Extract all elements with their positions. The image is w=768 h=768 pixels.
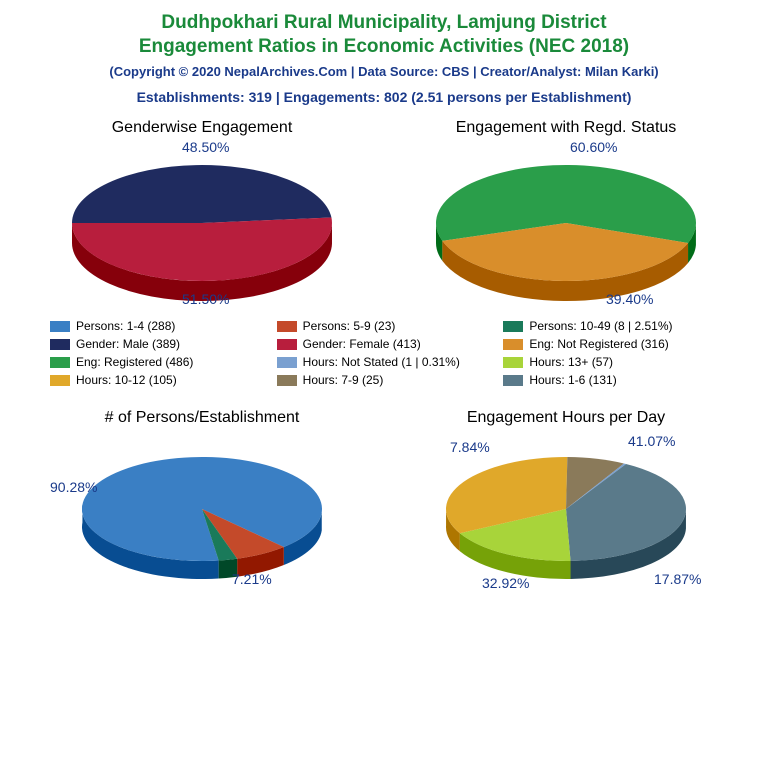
pct-label: 39.40% <box>606 291 653 307</box>
regd-chart-title: Engagement with Regd. Status <box>401 119 731 137</box>
legend-text: Eng: Registered (486) <box>76 355 193 369</box>
pct-label: 17.87% <box>654 571 701 587</box>
subtitle: (Copyright © 2020 NepalArchives.Com | Da… <box>20 64 748 79</box>
legend-swatch <box>277 375 297 386</box>
legend-item: Hours: 1-6 (131) <box>503 373 718 387</box>
pct-label: 90.28% <box>50 479 97 495</box>
gender-pie: 48.50% 51.50% <box>52 141 352 311</box>
legend-text: Hours: 1-6 (131) <box>529 373 616 387</box>
legend: Persons: 1-4 (288) Persons: 5-9 (23) Perso… <box>20 315 748 395</box>
legend-swatch <box>50 357 70 368</box>
legend-swatch <box>277 321 297 332</box>
legend-item: Eng: Registered (486) <box>50 355 265 369</box>
pct-label: 7.21% <box>232 571 272 587</box>
gender-chart-block: Genderwise Engagement 48.50% 51.50% <box>37 119 367 311</box>
legend-text: Hours: Not Stated (1 | 0.31%) <box>303 355 460 369</box>
legend-text: Eng: Not Registered (316) <box>529 337 668 351</box>
legend-item: Persons: 1-4 (288) <box>50 319 265 333</box>
pct-label: 48.50% <box>182 139 229 155</box>
top-row: Genderwise Engagement 48.50% 51.50% Engag… <box>20 119 748 311</box>
bottom-row: # of Persons/Establishment 90.28% 7.21% E… <box>20 409 748 591</box>
legend-text: Persons: 10-49 (8 | 2.51%) <box>529 319 672 333</box>
pct-label: 41.07% <box>628 433 675 449</box>
hours-pie: 41.07% 17.87% 32.92% 7.84% <box>416 431 716 591</box>
legend-swatch <box>50 339 70 350</box>
legend-text: Gender: Female (413) <box>303 337 421 351</box>
legend-item: Hours: 10-12 (105) <box>50 373 265 387</box>
legend-swatch <box>277 339 297 350</box>
pct-label: 7.84% <box>450 439 490 455</box>
legend-text: Hours: 13+ (57) <box>529 355 613 369</box>
regd-pie: 60.60% 39.40% <box>416 141 716 311</box>
legend-item: Hours: Not Stated (1 | 0.31%) <box>277 355 492 369</box>
legend-swatch <box>503 375 523 386</box>
pct-label: 32.92% <box>482 575 529 591</box>
pct-label: 60.60% <box>570 139 617 155</box>
legend-swatch <box>277 357 297 368</box>
legend-item: Hours: 7-9 (25) <box>277 373 492 387</box>
legend-swatch <box>503 339 523 350</box>
persons-chart-title: # of Persons/Establishment <box>37 409 367 427</box>
pct-label: 51.50% <box>182 291 229 307</box>
legend-item: Persons: 5-9 (23) <box>277 319 492 333</box>
legend-item: Hours: 13+ (57) <box>503 355 718 369</box>
legend-item: Gender: Male (389) <box>50 337 265 351</box>
persons-chart-block: # of Persons/Establishment 90.28% 7.21% <box>37 409 367 591</box>
legend-item: Eng: Not Registered (316) <box>503 337 718 351</box>
hours-chart-title: Engagement Hours per Day <box>401 409 731 427</box>
persons-pie: 90.28% 7.21% <box>52 431 352 591</box>
legend-item: Gender: Female (413) <box>277 337 492 351</box>
legend-text: Gender: Male (389) <box>76 337 180 351</box>
legend-text: Persons: 1-4 (288) <box>76 319 175 333</box>
legend-swatch <box>50 321 70 332</box>
legend-text: Hours: 7-9 (25) <box>303 373 384 387</box>
stats-line: Establishments: 319 | Engagements: 802 (… <box>20 89 748 105</box>
title-line2: Engagement Ratios in Economic Activities… <box>20 36 748 58</box>
gender-chart-title: Genderwise Engagement <box>37 119 367 137</box>
legend-text: Persons: 5-9 (23) <box>303 319 396 333</box>
legend-swatch <box>503 321 523 332</box>
legend-text: Hours: 10-12 (105) <box>76 373 177 387</box>
legend-swatch <box>503 357 523 368</box>
title-line1: Dudhpokhari Rural Municipality, Lamjung … <box>20 12 748 34</box>
hours-chart-block: Engagement Hours per Day 41.07% 17.87% 32.… <box>401 409 731 591</box>
legend-item: Persons: 10-49 (8 | 2.51%) <box>503 319 718 333</box>
legend-swatch <box>50 375 70 386</box>
regd-chart-block: Engagement with Regd. Status 60.60% 39.40… <box>401 119 731 311</box>
